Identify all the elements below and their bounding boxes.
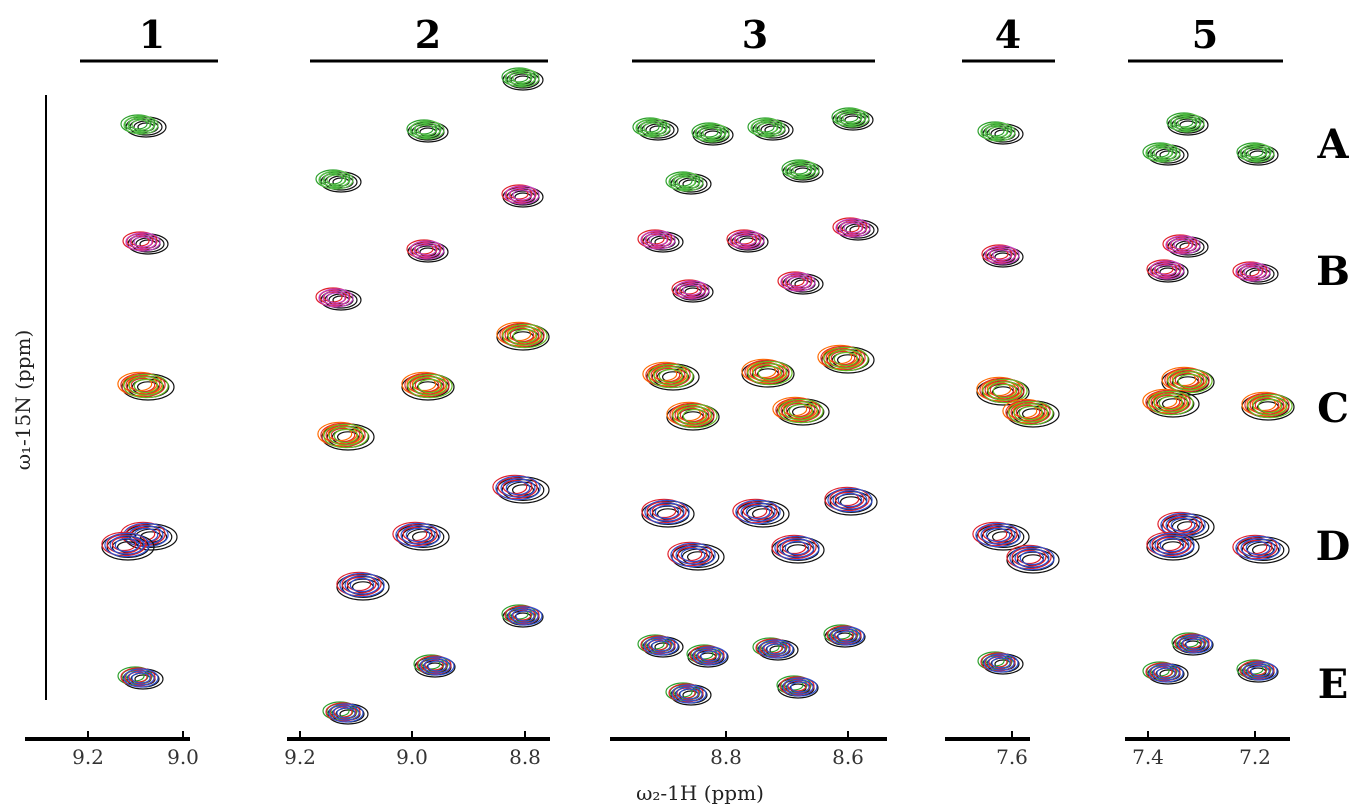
column-label: 1 <box>139 12 165 57</box>
spectra <box>102 68 1294 724</box>
x-tick-label: 9.2 <box>284 745 316 769</box>
x-axis-label: ω₂-1H (ppm) <box>636 781 764 805</box>
x-tick-label: 9.0 <box>167 745 199 769</box>
figure: ω₁-15N (ppm) ω₂-1H (ppm) 1 2 3 4 5 A B C D E 9.2 9.… <box>0 0 1355 810</box>
column-label: 2 <box>415 12 441 57</box>
x-tick-label: 9.2 <box>72 745 104 769</box>
column-label: 3 <box>742 12 768 57</box>
x-tick-label: 8.6 <box>832 745 864 769</box>
x-tick-label: 7.4 <box>1132 745 1164 769</box>
row-label: C <box>1317 385 1349 432</box>
x-tick-label: 9.0 <box>396 745 428 769</box>
x-tick-label: 7.2 <box>1239 745 1271 769</box>
x-tick-label: 7.6 <box>996 745 1028 769</box>
y-axis-label: ω₁-15N (ppm) <box>11 330 35 471</box>
x-tick-label: 8.8 <box>509 745 541 769</box>
column-label: 4 <box>995 12 1021 57</box>
x-tick-label: 8.8 <box>710 745 742 769</box>
row-label: D <box>1316 523 1351 570</box>
row-label: B <box>1316 248 1350 295</box>
row-label: A <box>1316 121 1349 168</box>
column-label: 5 <box>1192 12 1218 57</box>
row-label: E <box>1318 661 1349 708</box>
